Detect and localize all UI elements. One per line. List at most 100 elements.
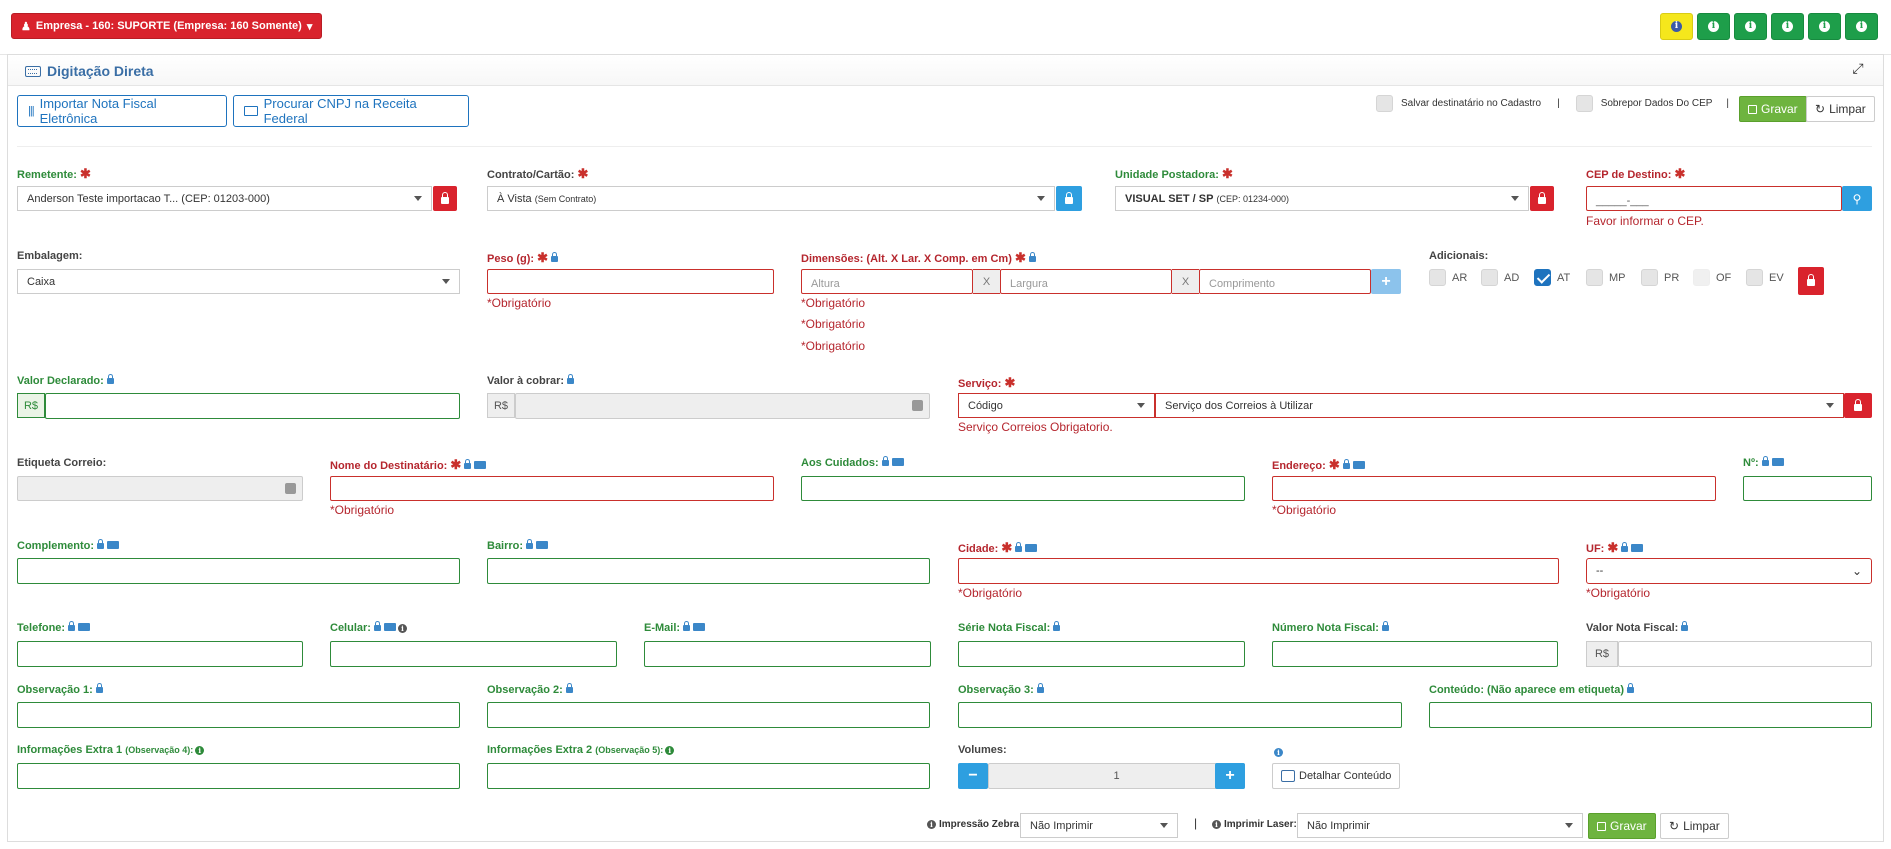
info-icon[interactable]: i xyxy=(1274,748,1283,757)
mp-checkbox[interactable] xyxy=(1586,269,1603,286)
celular-input[interactable] xyxy=(330,641,617,667)
extra2-input[interactable] xyxy=(487,763,930,789)
info-button-5[interactable]: i xyxy=(1808,13,1841,40)
nome-destinatario-label-text: Nome do Destinatário: xyxy=(330,460,448,472)
cep-search-button[interactable]: ⚲ xyxy=(1842,186,1872,211)
serie-nf-input[interactable] xyxy=(958,641,1245,667)
limpar-button-bottom[interactable]: ↻ Limpar xyxy=(1660,813,1729,839)
volumes-minus-button[interactable]: − xyxy=(958,763,988,789)
impressao-zebra-select[interactable]: Não Imprimir xyxy=(1020,813,1178,838)
caret-down-icon: ▾ xyxy=(306,20,313,33)
procurar-cnpj-button[interactable]: Procurar CNPJ na Receita Federal xyxy=(233,95,469,127)
extra1-input[interactable] xyxy=(17,763,460,789)
numero-input[interactable] xyxy=(1743,476,1872,501)
aos-cuidados-input[interactable] xyxy=(801,476,1245,501)
adicional-ev[interactable]: EV xyxy=(1746,269,1784,286)
gravar-button-top[interactable]: Gravar xyxy=(1739,96,1807,122)
info-button-2[interactable]: i xyxy=(1697,13,1730,40)
info-icon: i xyxy=(1782,21,1793,32)
salvar-destinatario-checkbox[interactable] xyxy=(1376,95,1393,112)
caret-down-icon xyxy=(1565,823,1573,828)
email-label: E-Mail: xyxy=(644,621,706,634)
obs1-input[interactable] xyxy=(17,702,460,728)
volumes-plus-button[interactable]: + xyxy=(1215,763,1245,789)
adicional-pr[interactable]: PR xyxy=(1641,269,1679,286)
at-checkbox[interactable] xyxy=(1534,269,1551,286)
servico-codigo-value: Código xyxy=(968,399,1003,412)
ad-checkbox[interactable] xyxy=(1481,269,1498,286)
info-button-4[interactable]: i xyxy=(1771,13,1804,40)
valor-declarado-input[interactable] xyxy=(45,393,460,419)
dimensoes-label-text: Dimensões: (Alt. X Lar. X Comp. em Cm) xyxy=(801,253,1012,265)
info-icon[interactable]: i xyxy=(1212,820,1221,829)
detalhar-conteudo-button[interactable]: Detalhar Conteúdo xyxy=(1272,763,1401,789)
remetente-lock-button[interactable] xyxy=(433,186,457,211)
uf-select[interactable]: -- ⌄ xyxy=(1586,558,1872,584)
cep-destino-label: CEP de Destino: ✱ xyxy=(1586,166,1685,182)
servico-codigo-select[interactable]: Código xyxy=(958,393,1155,418)
gravar-button-bottom[interactable]: Gravar xyxy=(1588,813,1656,839)
info-button-1[interactable]: i xyxy=(1660,13,1693,40)
info-button-3[interactable]: i xyxy=(1734,13,1767,40)
conteudo-input[interactable] xyxy=(1429,702,1872,728)
lock-icon xyxy=(285,483,296,494)
lock-icon xyxy=(1015,542,1023,552)
telefone-input[interactable] xyxy=(17,641,303,667)
complemento-input[interactable] xyxy=(17,558,460,584)
endereco-input[interactable] xyxy=(1272,476,1716,501)
importar-nfe-button[interactable]: ||| Importar Nota Fiscal Eletrônica xyxy=(17,95,227,127)
embalagem-select[interactable]: Caixa xyxy=(17,269,460,294)
valor-declarado-label-text: Valor Declarado: xyxy=(17,375,104,387)
contrato-select[interactable]: À Vista (Sem Contrato) xyxy=(487,186,1055,211)
unlock-icon xyxy=(1065,191,1073,204)
altura-input[interactable]: Altura xyxy=(801,269,973,294)
lock-icon xyxy=(1854,398,1862,411)
obs2-input[interactable] xyxy=(487,702,930,728)
remetente-label-text: Remetente: xyxy=(17,169,77,181)
info-icon[interactable]: i xyxy=(927,820,936,829)
bairro-input[interactable] xyxy=(487,558,930,584)
adicional-ar[interactable]: AR xyxy=(1429,269,1467,286)
info-button-6[interactable]: i xyxy=(1845,13,1878,40)
largura-placeholder: Largura xyxy=(1010,278,1048,290)
cidade-input[interactable] xyxy=(958,558,1559,584)
dimensoes-add-button[interactable]: + xyxy=(1371,269,1401,294)
imprimir-laser-select[interactable]: Não Imprimir xyxy=(1297,813,1583,838)
contrato-unlock-button[interactable] xyxy=(1056,186,1082,211)
sobrepor-cep-checkbox[interactable] xyxy=(1575,95,1593,112)
unidade-lock-button[interactable] xyxy=(1530,186,1554,211)
email-input[interactable] xyxy=(644,641,931,667)
adicional-mp[interactable]: MP xyxy=(1586,269,1626,286)
refresh-icon: ↻ xyxy=(1669,819,1680,833)
remetente-label: Remetente: ✱ xyxy=(17,166,91,182)
numero-nf-input[interactable] xyxy=(1272,641,1558,667)
ev-checkbox[interactable] xyxy=(1746,269,1763,286)
servico-lock-button[interactable] xyxy=(1844,393,1872,418)
adicionais-lock-button[interactable] xyxy=(1798,267,1824,295)
empresa-dropdown-button[interactable]: ♟ Empresa - 160: SUPORTE (Empresa: 160 S… xyxy=(11,13,323,39)
peso-input[interactable] xyxy=(487,269,774,294)
adicional-at[interactable]: AT xyxy=(1534,269,1570,286)
largura-input[interactable]: Largura xyxy=(1000,269,1172,294)
nome-destinatario-input[interactable] xyxy=(330,476,774,501)
remetente-select[interactable]: Anderson Teste importacao T... (CEP: 012… xyxy=(17,186,432,211)
adicional-of[interactable]: OF xyxy=(1693,269,1731,286)
ar-checkbox[interactable] xyxy=(1429,269,1446,286)
obs3-input[interactable] xyxy=(958,702,1402,728)
expand-icon[interactable]: ⤢ xyxy=(1852,60,1864,76)
pr-checkbox[interactable] xyxy=(1641,269,1658,286)
valor-nf-input[interactable] xyxy=(1618,641,1872,667)
endereco-label: Endereço: ✱ xyxy=(1272,457,1365,473)
info-icon[interactable]: i xyxy=(195,746,205,755)
unidade-select[interactable]: VISUAL SET / SP (CEP: 01234-000) xyxy=(1115,186,1529,211)
info-icon[interactable]: i xyxy=(397,624,407,633)
of-checkbox[interactable] xyxy=(1693,269,1710,286)
adicional-ad[interactable]: AD xyxy=(1481,269,1519,286)
contact-card-icon xyxy=(693,623,706,631)
comprimento-input[interactable]: Comprimento xyxy=(1199,269,1371,294)
info-icon[interactable]: i xyxy=(665,746,675,755)
cep-destino-input[interactable]: _____-___ xyxy=(1586,186,1842,211)
limpar-button-top[interactable]: ↻ Limpar xyxy=(1806,96,1875,122)
separator: | xyxy=(1726,98,1730,109)
servico-select[interactable]: Serviço dos Correios à Utilizar xyxy=(1155,393,1844,418)
